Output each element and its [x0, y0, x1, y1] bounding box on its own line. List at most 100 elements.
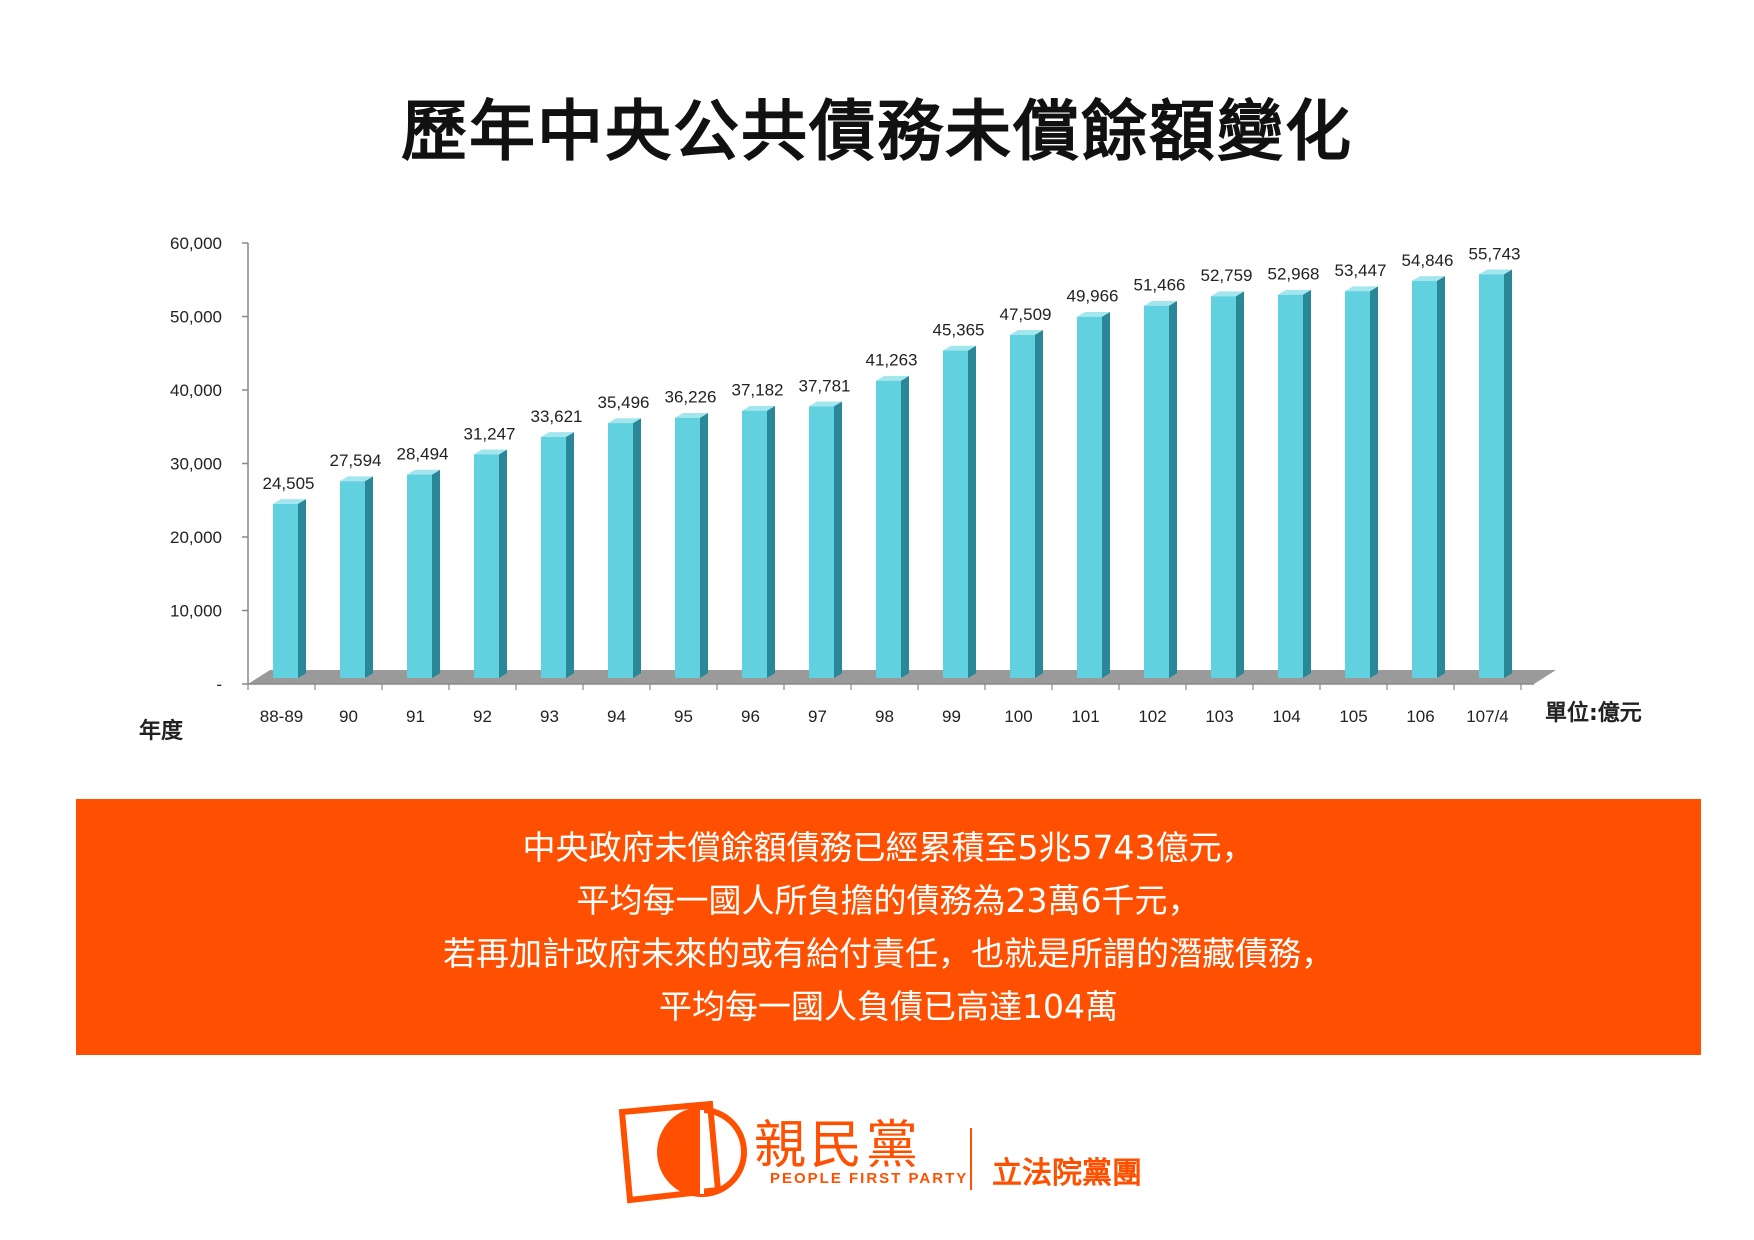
bar-top	[1010, 330, 1043, 335]
bar-front	[742, 410, 767, 678]
bar-92	[474, 449, 507, 678]
bar-104	[1278, 289, 1311, 678]
value-label: 41,263	[866, 351, 918, 370]
category-label: 90	[339, 707, 358, 726]
page-title: 歷年中央公共債務未償餘額變化	[401, 93, 1353, 170]
bar-side	[566, 432, 574, 678]
y-tick-label: 10,000	[170, 602, 222, 621]
banner-line-2: 平均每一國人所負擔的債務為23萬6千元，	[576, 881, 1201, 920]
y-tick-label: 20,000	[170, 528, 222, 547]
value-labels: 24,505 27,594 28,494 31,247 33,621 35,496 36,2…	[263, 244, 1521, 493]
caucus-name: 立法院黨團	[992, 1156, 1142, 1191]
bar-98	[876, 375, 909, 678]
unit-label: 單位:億元	[1545, 700, 1642, 726]
bar-side	[834, 401, 842, 678]
summary-banner: 中央政府未償餘額債務已經累積至5兆5743億元， 平均每一國人所負擔的債務為23…	[76, 799, 1701, 1055]
bar-front	[541, 436, 566, 678]
bar-top	[1479, 269, 1512, 275]
category-label: 104	[1272, 707, 1300, 726]
category-label: 100	[1004, 707, 1032, 726]
bar-95	[675, 412, 708, 678]
category-label: 105	[1339, 707, 1367, 726]
value-label: 45,365	[933, 321, 985, 340]
value-label: 35,496	[598, 393, 650, 412]
bar-front	[1412, 280, 1437, 678]
bar-side	[1102, 311, 1110, 678]
bar-front	[474, 454, 499, 678]
bar-top	[1211, 291, 1244, 297]
y-tick-label: 50,000	[170, 308, 222, 327]
bar-side	[1437, 276, 1445, 678]
banner-line-1: 中央政府未償餘額債務已經累積至5兆5743億元，	[522, 828, 1255, 867]
bar-side	[432, 469, 440, 678]
bar-103	[1211, 291, 1244, 678]
bar-front	[1144, 305, 1169, 678]
y-tick-label: 60,000	[170, 234, 222, 253]
category-label: 101	[1071, 707, 1099, 726]
bar-side	[633, 418, 641, 678]
bar-97	[809, 401, 842, 678]
y-tick-label: 40,000	[170, 381, 222, 400]
bar-side	[298, 499, 306, 678]
bar-front	[675, 417, 700, 678]
category-label: 107/4	[1466, 707, 1509, 726]
bar-top	[474, 449, 507, 455]
value-label: 27,594	[330, 451, 382, 470]
bar-106	[1412, 276, 1445, 678]
value-label: 37,781	[799, 376, 851, 395]
value-label: 33,621	[531, 407, 583, 426]
bar-side	[700, 412, 708, 678]
bar-front	[1345, 291, 1370, 678]
bar-top	[1345, 286, 1378, 292]
value-label: 53,447	[1335, 261, 1387, 280]
value-label: 52,759	[1201, 266, 1253, 285]
bar-front	[1211, 296, 1236, 678]
bar-side	[1370, 286, 1378, 678]
category-label: 92	[473, 707, 492, 726]
bar-91	[407, 469, 440, 678]
bar-front	[943, 350, 968, 678]
value-label: 28,494	[397, 445, 449, 464]
value-label: 37,182	[732, 381, 784, 400]
category-label: 88-89	[260, 707, 303, 726]
bar-front	[608, 423, 633, 678]
bar-105	[1345, 286, 1378, 678]
value-label: 47,509	[1000, 305, 1052, 324]
bar-top	[943, 345, 976, 351]
bar-99	[943, 345, 976, 678]
bar-top	[675, 412, 708, 418]
value-label: 49,966	[1067, 287, 1119, 306]
y-axis: - 10,000 20,000 30,000 40,000 50,000 60,000	[170, 234, 249, 694]
category-label: 93	[540, 707, 559, 726]
party-name: 親民黨	[754, 1116, 923, 1176]
bar-top	[541, 432, 574, 437]
bar-front	[809, 406, 834, 678]
category-label: 98	[875, 707, 894, 726]
x-axis-label: 年度	[139, 718, 184, 744]
bar-107/4	[1479, 269, 1512, 678]
value-label: 52,968	[1268, 265, 1320, 284]
party-english-name: PEOPLE FIRST PARTY	[770, 1170, 969, 1187]
bar-top	[340, 476, 373, 482]
banner-line-4: 平均每一國人負債已高達104萬	[659, 987, 1118, 1026]
value-label: 54,846	[1402, 251, 1454, 270]
people-first-party-logo-icon	[618, 1100, 747, 1204]
bar-front	[273, 503, 298, 678]
bar-top	[608, 418, 641, 424]
bar-front	[1077, 316, 1102, 678]
bar-top	[1144, 300, 1177, 306]
banner-line-3: 若再加計政府未來的或有給付責任，也就是所謂的潛藏債務，	[443, 934, 1334, 973]
value-label: 55,743	[1469, 244, 1521, 263]
bar-102	[1144, 300, 1177, 678]
bar-front	[407, 474, 432, 678]
bar-top	[1412, 276, 1445, 281]
bar-100	[1010, 330, 1043, 678]
value-label: 51,466	[1134, 276, 1186, 295]
bar-top	[1077, 311, 1110, 317]
category-label: 97	[808, 707, 827, 726]
bar-front	[340, 481, 365, 678]
bar-front	[1278, 294, 1303, 678]
value-label: 31,247	[464, 424, 516, 443]
bar-side	[1303, 289, 1311, 678]
value-label: 24,505	[263, 474, 315, 493]
